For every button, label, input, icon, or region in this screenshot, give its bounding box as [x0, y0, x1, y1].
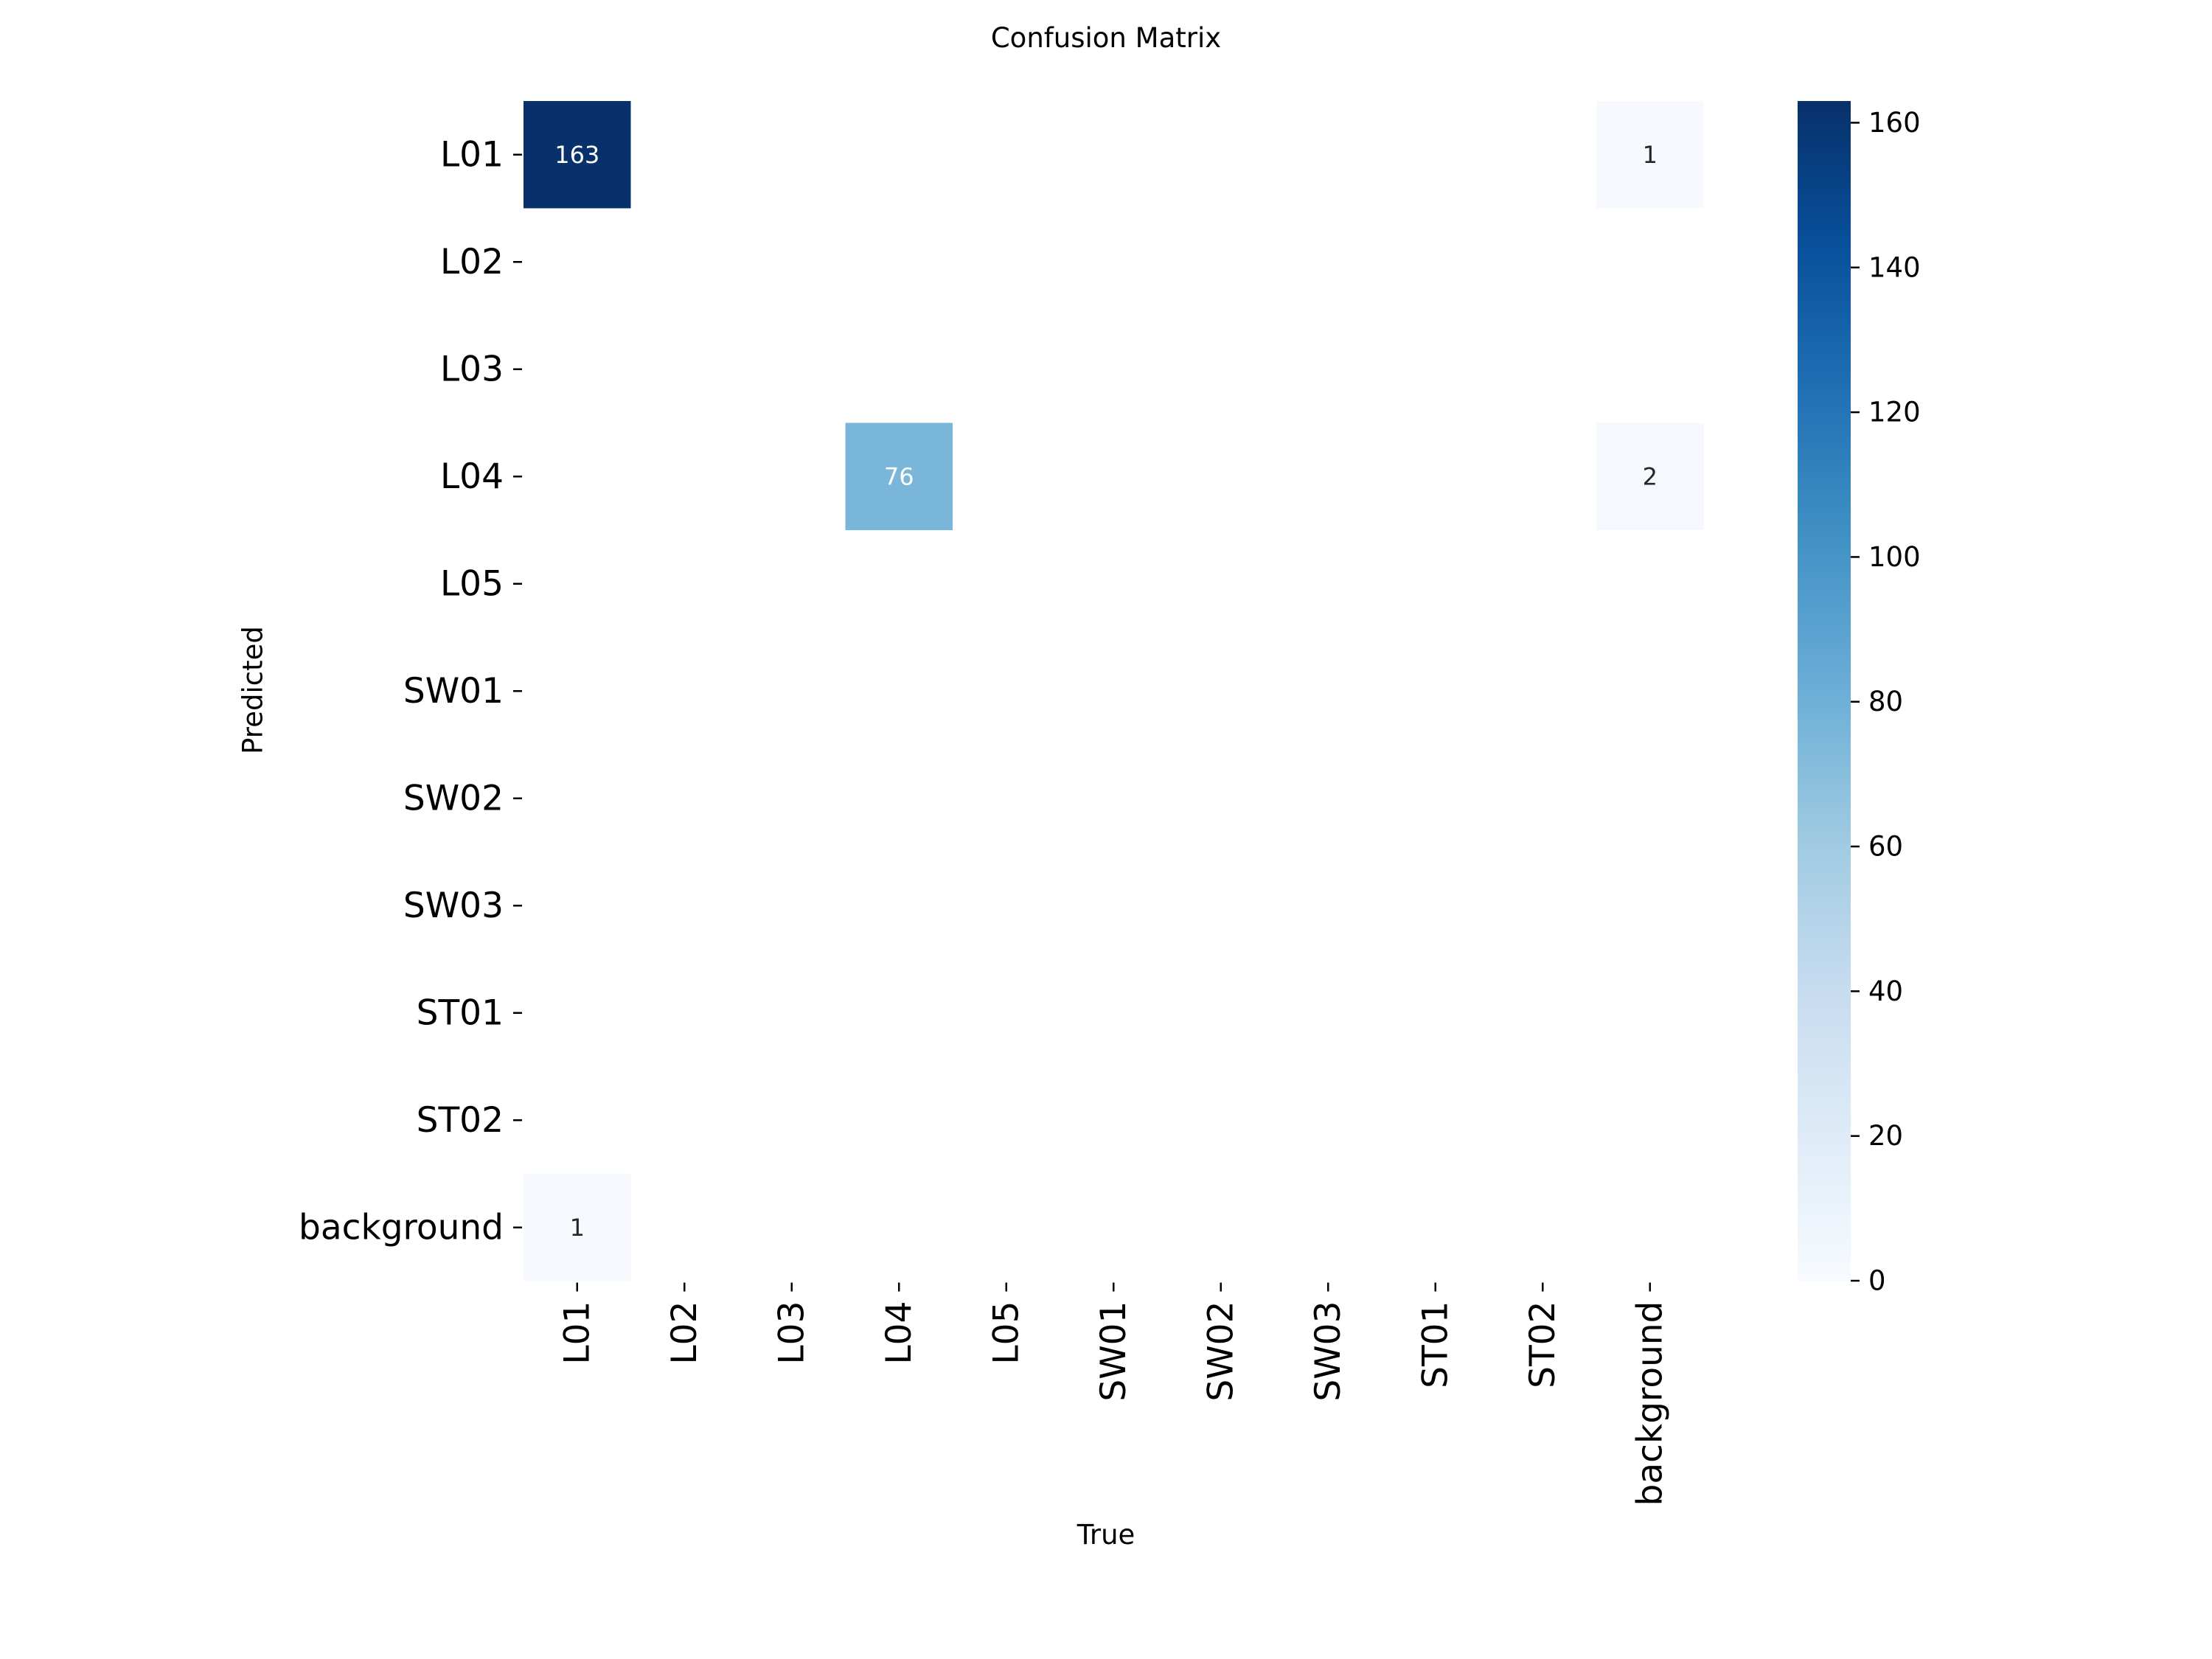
- x-tick-label-l01: L01: [557, 1301, 597, 1365]
- y-tick-label-sw01: SW01: [403, 671, 504, 712]
- y-tick-label-l05: L05: [440, 563, 504, 604]
- cell-l04-background: [1596, 422, 1704, 530]
- heatmap-cells: 163 1 76 2 1: [524, 101, 1704, 1281]
- colorbar: 0 20 40 60 80 100 120 140 160: [1798, 101, 1921, 1297]
- x-tick-label-l02: L02: [664, 1301, 705, 1365]
- x-tick-label-l03: L03: [771, 1301, 812, 1365]
- y-tick-label-l02: L02: [440, 242, 504, 282]
- x-tick-label-l04: L04: [879, 1301, 919, 1365]
- x-axis-label: True: [1077, 1519, 1135, 1551]
- y-tick-label-sw03: SW03: [403, 886, 504, 926]
- cell-label-background-l01: 1: [570, 1214, 585, 1242]
- x-axis-ticks: L01 L02 L03 L04 L05 SW01 SW02 SW03 ST01 ST02 backg…: [557, 1282, 1670, 1506]
- x-tick-label-l05: L05: [986, 1301, 1026, 1365]
- colorbar-tick-label-60: 60: [1868, 831, 1903, 863]
- colorbar-tick-label-160: 160: [1868, 107, 1921, 139]
- cell-label-l01-background: 1: [1643, 141, 1658, 169]
- chart-title: Confusion Matrix: [990, 22, 1222, 54]
- y-tick-label-sw02: SW02: [403, 778, 504, 818]
- cell-l01-background: [1596, 101, 1704, 209]
- colorbar-gradient: [1798, 101, 1851, 1281]
- cell-l04-l04: [845, 422, 953, 530]
- colorbar-tick-label-80: 80: [1868, 686, 1903, 717]
- colorbar-tick-label-20: 20: [1868, 1120, 1903, 1152]
- y-tick-label-l03: L03: [440, 349, 504, 389]
- colorbar-tick-label-40: 40: [1868, 975, 1903, 1007]
- cell-label-l04-l04: 76: [884, 462, 914, 490]
- colorbar-tick-label-100: 100: [1868, 541, 1921, 573]
- cell-label-l04-background: 2: [1643, 462, 1658, 490]
- y-tick-label-l01: L01: [440, 134, 504, 175]
- x-tick-label-sw01: SW01: [1093, 1301, 1134, 1402]
- colorbar-tick-label-120: 120: [1868, 397, 1921, 428]
- x-tick-label-background: background: [1630, 1301, 1670, 1506]
- x-tick-label-st01: ST01: [1415, 1301, 1455, 1388]
- x-tick-label-sw02: SW02: [1200, 1301, 1241, 1402]
- y-tick-label-st02: ST02: [417, 1100, 504, 1141]
- x-tick-label-st02: ST02: [1523, 1301, 1563, 1388]
- y-tick-label-background: background: [299, 1207, 504, 1248]
- y-tick-label-st01: ST01: [417, 992, 504, 1033]
- cell-l01-l01: [524, 101, 631, 209]
- x-tick-label-sw03: SW03: [1308, 1301, 1349, 1402]
- y-axis-ticks: L01 L02 L03 L04 L05 SW01 SW02 SW03 ST01 ST02 backg…: [299, 134, 522, 1248]
- y-tick-label-l04: L04: [440, 456, 504, 497]
- cell-background-l01: [524, 1174, 631, 1281]
- cell-label-l01-l01: 163: [554, 141, 599, 169]
- colorbar-tick-label-140: 140: [1868, 251, 1921, 283]
- colorbar-tick-label-0: 0: [1868, 1265, 1886, 1297]
